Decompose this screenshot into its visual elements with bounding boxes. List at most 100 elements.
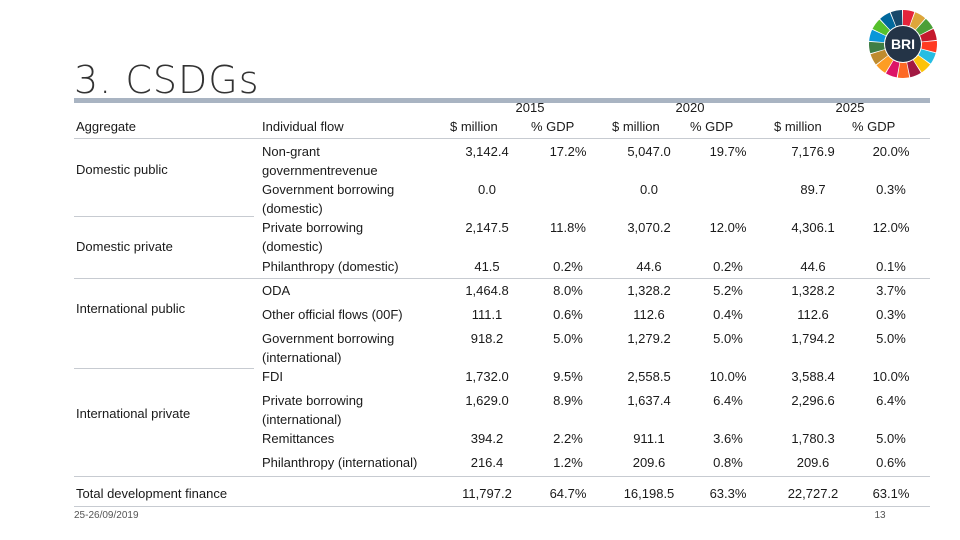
table-cell: 19.7% xyxy=(709,144,747,159)
row-flow-label: Private borrowing (international) xyxy=(262,391,363,429)
table-cell: 1,637.4 xyxy=(627,393,671,408)
table-cell: 112.6 xyxy=(633,307,665,322)
row-flow-label-line: Private borrowing xyxy=(262,393,364,408)
table-cell: 5.0% xyxy=(876,431,906,446)
row-flow-label-line: (international) xyxy=(262,412,342,427)
table-cell: 20.0% xyxy=(872,144,910,159)
row-flow-label-line: (international) xyxy=(262,350,342,365)
table-cell: 6.4% xyxy=(713,393,743,408)
logo-text: BRI xyxy=(891,36,915,52)
table-cell: 3,070.2 xyxy=(627,220,671,235)
table-cell: 1,629.0 xyxy=(465,393,509,408)
logo-wheel-segment xyxy=(876,55,893,73)
row-flow-label-line: Non-grant xyxy=(262,144,320,159)
group-domestic-private: Domestic private xyxy=(76,239,173,254)
row-flow-label-line: FDI xyxy=(262,369,283,384)
table-cell: 5,047.0 xyxy=(627,144,671,159)
group-domestic-public: Domestic public xyxy=(76,162,168,177)
table-cell: 3.6% xyxy=(713,431,743,446)
header-rule xyxy=(74,98,930,103)
table-cell: 7,176.9 xyxy=(791,144,835,159)
table-cell: 5.0% xyxy=(553,331,583,346)
table-cell: 6.4% xyxy=(876,393,906,408)
table-cell: 0.2% xyxy=(553,259,583,274)
logo-wheel-segment xyxy=(880,12,896,30)
table-cell: 1,780.3 xyxy=(791,431,835,446)
table-cell: 0.0 xyxy=(477,182,497,197)
total-cell: 22,727.2 xyxy=(787,486,839,501)
row-separator xyxy=(74,278,930,279)
logo-wheel-segment xyxy=(890,10,903,27)
col-2025-million: $ million xyxy=(774,119,822,134)
row-flow-label-line: Private borrowing xyxy=(262,220,364,235)
logo-wheel-segment xyxy=(918,49,936,64)
row-separator xyxy=(74,368,254,369)
table-cell: 1,732.0 xyxy=(465,369,509,384)
row-flow-label-line: ODA xyxy=(262,283,291,298)
table-cell: 89.7 xyxy=(800,182,826,197)
table-cell: 8.0% xyxy=(553,283,583,298)
col-2020-gdp: % GDP xyxy=(690,119,734,134)
row-flow-label: Government borrowing (international) xyxy=(262,329,394,367)
col-2015-gdp: % GDP xyxy=(531,119,575,134)
table-cell: 0.4% xyxy=(713,307,743,322)
page-number: 13 xyxy=(874,510,886,521)
logo-wheel-segment xyxy=(885,60,900,78)
table-cell: 9.5% xyxy=(553,369,583,384)
row-flow-label: Remittances xyxy=(262,429,334,448)
row-flow-label-line: (domestic) xyxy=(262,201,323,216)
logo-wheel-segment xyxy=(921,40,937,53)
table-cell: 3,588.4 xyxy=(791,369,835,384)
table-cell: 0.3% xyxy=(876,182,906,197)
table-cell: 2,296.6 xyxy=(791,393,835,408)
row-flow-label: Philanthropy (domestic) xyxy=(262,257,399,276)
logo-wheel-segment xyxy=(872,19,890,36)
year-2020: 2020 xyxy=(675,100,705,115)
group-total-development-finance: Total development finance xyxy=(76,486,228,501)
table-cell: 209.6 xyxy=(796,455,830,470)
group-international-private: International private xyxy=(76,406,191,421)
row-flow-label-line: governmentrevenue xyxy=(262,163,378,178)
logo-wheel-segment xyxy=(897,62,910,78)
col-2015-million: $ million xyxy=(450,119,498,134)
table-cell: 11.8% xyxy=(550,220,586,235)
year-2025: 2025 xyxy=(835,100,865,115)
row-flow-label-line: Government borrowing xyxy=(262,182,395,197)
row-flow-label-line: Philanthropy (international) xyxy=(262,455,418,470)
logo-wheel-segment xyxy=(869,41,885,54)
table-cell: 2,558.5 xyxy=(627,369,671,384)
table-cell: 0.6% xyxy=(553,307,583,322)
footer-date: 25-26/09/2019 xyxy=(74,510,139,521)
logo-wheel-segment xyxy=(869,29,886,43)
table-cell: 112.6 xyxy=(797,307,829,322)
row-flow-label: FDI xyxy=(262,367,283,386)
logo-wheel-segment xyxy=(870,49,888,65)
table-cell: 4,306.1 xyxy=(791,220,835,235)
table-cell: 0.8% xyxy=(713,455,743,470)
row-flow-label: Private borrowing (domestic) xyxy=(262,218,363,256)
col-2020-million: $ million xyxy=(612,119,660,134)
table-cell: 2,147.5 xyxy=(465,220,509,235)
table-cell: 8.9% xyxy=(553,393,583,408)
table-cell: 209.6 xyxy=(632,455,666,470)
logo-wheel-segment xyxy=(903,10,915,27)
table-cell: 1,328.2 xyxy=(627,283,671,298)
row-flow-label-line: Other official flows (00F) xyxy=(262,307,403,322)
table-cell: 12.0% xyxy=(872,220,910,235)
logo-wheel-segment xyxy=(913,55,931,73)
row-separator xyxy=(74,476,930,477)
row-flow-label: Other official flows (00F) xyxy=(262,305,403,324)
table-cell: 1,328.2 xyxy=(791,283,835,298)
table-cell: 1,464.8 xyxy=(465,283,509,298)
table-cell: 0.1% xyxy=(876,259,906,274)
table-cell: 1.2% xyxy=(553,455,583,470)
table-cell: 10.0% xyxy=(872,369,910,384)
table-cell: 216.4 xyxy=(470,455,504,470)
row-flow-label: Philanthropy (international) xyxy=(262,453,417,472)
row-flow-label: ODA xyxy=(262,281,290,300)
table-cell: 5.0% xyxy=(713,331,743,346)
bri-sdg-wheel-logo: BRI xyxy=(869,10,937,78)
table-cell: 911.1 xyxy=(633,431,665,446)
row-flow-label-line: (domestic) xyxy=(262,239,323,254)
table-cell: 0.6% xyxy=(876,455,906,470)
